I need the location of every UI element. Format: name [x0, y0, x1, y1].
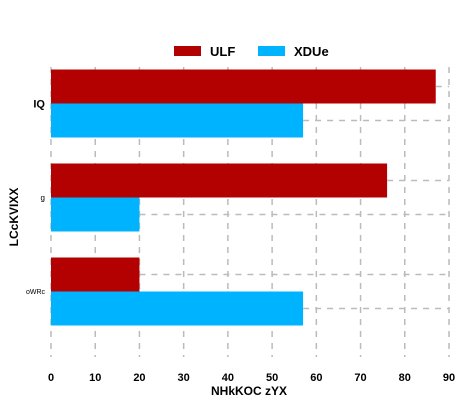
- y-tick-label-owrc: oWRc: [26, 289, 46, 296]
- legend: ULF XDUe: [174, 44, 329, 59]
- y-axis-title: LCcKVIXX: [7, 188, 21, 247]
- x-axis-ticks: 0 10 20 30 40 50 60 70 80 90: [48, 372, 455, 384]
- bar-ulf-owrc: [51, 257, 140, 292]
- x-tick-label-0: 0: [48, 372, 54, 384]
- bars: [51, 69, 436, 326]
- x-tick-label-20: 20: [133, 372, 145, 384]
- bar-xdue-iq: [51, 103, 304, 138]
- bar-ulf-g: [51, 163, 388, 198]
- legend-label-ulf: ULF: [210, 44, 235, 59]
- bar-xdue-g: [51, 197, 140, 232]
- x-tick-label-50: 50: [266, 372, 278, 384]
- x-tick-label-60: 60: [310, 372, 322, 384]
- y-axis-ticks: IQ g oWRc: [26, 98, 46, 296]
- x-tick-label-40: 40: [222, 372, 234, 384]
- bar-ulf-iq: [51, 69, 436, 104]
- x-tick-label-10: 10: [89, 372, 101, 384]
- y-tick-label-g: g: [41, 193, 45, 202]
- legend-swatch-ulf: [174, 46, 201, 56]
- x-tick-label-80: 80: [399, 372, 411, 384]
- value-reference-lines: [139, 85, 449, 310]
- bar-xdue-owrc: [51, 291, 304, 326]
- x-tick-label-70: 70: [354, 372, 366, 384]
- legend-label-xdue: XDUe: [294, 44, 329, 59]
- x-axis-title: NHkKOC zYX: [211, 384, 287, 398]
- legend-swatch-xdue: [258, 46, 285, 56]
- x-tick-label-90: 90: [443, 372, 455, 384]
- y-tick-label-iq: IQ: [33, 98, 45, 110]
- x-tick-label-30: 30: [178, 372, 190, 384]
